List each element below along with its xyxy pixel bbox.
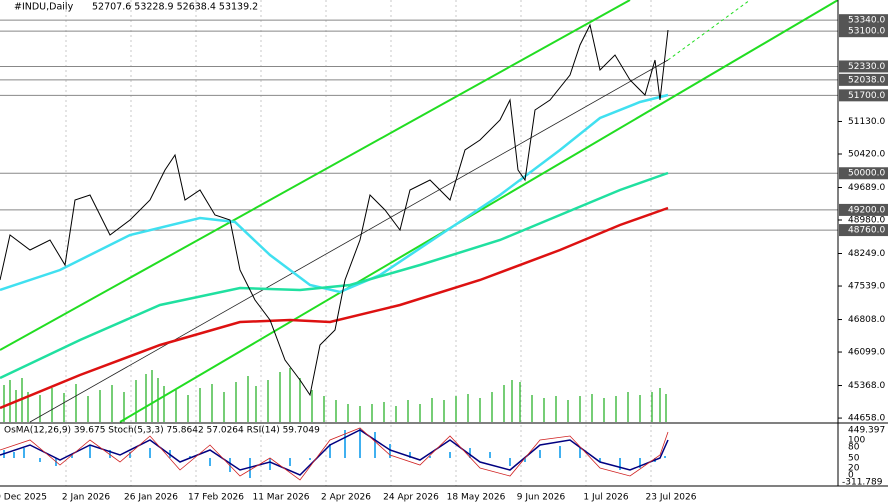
- price-label-box: [839, 25, 888, 38]
- date-label: 9 Dec 2025: [0, 493, 47, 503]
- volume: [3, 368, 667, 422]
- price-axis-label: 44658.0: [848, 414, 885, 424]
- price-label-box: [839, 167, 888, 180]
- price-axis-label: 48760.0: [848, 226, 885, 236]
- price-label-box: [839, 73, 888, 86]
- price-label-box: [839, 89, 888, 102]
- price: [0, 23, 669, 397]
- date-label: 11 Mar 2026: [252, 493, 309, 503]
- price-levels: [0, 19, 838, 231]
- osc-axis-label: 20: [848, 464, 860, 474]
- date-label: 9 Jun 2026: [517, 493, 566, 503]
- date-label: 24 Apr 2026: [383, 493, 439, 503]
- date-label: 23 Jul 2026: [646, 493, 697, 503]
- osc-axis-label: 449.397: [848, 426, 885, 436]
- osc-axis-label: 50: [848, 454, 860, 464]
- osc-axis-label: 80: [848, 443, 860, 453]
- date-label: 17 Feb 2026: [188, 493, 244, 503]
- regression-line: [29, 59, 669, 423]
- price-label-box: [839, 224, 888, 237]
- price-axis-label: 51130.0: [848, 117, 885, 127]
- osc-histogram: [3, 428, 666, 478]
- chart-header-ohlc: 52707.6 53228.9 52638.4 53139.2: [92, 2, 258, 13]
- price-axis-label: 49200.0: [848, 205, 885, 215]
- date-label: 1 Jul 2026: [583, 493, 628, 503]
- ma-fast: [0, 93, 669, 294]
- price-label-box: [839, 14, 888, 27]
- channel: [0, 0, 839, 423]
- price-axis-label: 53340.0: [848, 16, 885, 26]
- price-axis-label: 50420.0: [848, 150, 885, 160]
- date-label: 2 Apr 2026: [321, 493, 371, 503]
- price-axis-label: 46808.0: [848, 315, 885, 325]
- price-axis-label: 47539.0: [848, 282, 885, 292]
- price-axis-label: 53100.0: [848, 27, 885, 37]
- regression-extension: [667, 0, 751, 61]
- osc-axis-label: -311.789: [842, 478, 883, 488]
- price-axis-label: 52038.0: [848, 75, 885, 85]
- date-label: 26 Jan 2026: [124, 493, 178, 503]
- price-axis-label: 48980.0: [848, 215, 885, 225]
- price-axis-label: 46099.0: [848, 348, 885, 358]
- osc-stoch: [0, 429, 669, 476]
- date-label: 18 May 2026: [447, 493, 506, 503]
- osc-axis-label: 0: [848, 471, 854, 481]
- price-axis-label: 52330.0: [848, 62, 885, 72]
- osc-rsi: [0, 427, 669, 481]
- osc-axis-label: 100: [848, 436, 865, 446]
- ma-slow: [0, 206, 669, 410]
- price-axis-label: 48249.0: [848, 249, 885, 259]
- price-axis-label: 45368.0: [848, 381, 885, 391]
- price-axis-label: 50000.0: [848, 169, 885, 179]
- indicator-label: OsMA(12,26,9) 39.675 Stoch(5,3,3) 75.864…: [4, 426, 320, 436]
- price-axis-label: 51700.0: [848, 91, 885, 101]
- chart-header-symbol: #INDU,Daily: [14, 2, 74, 13]
- ma-mid: [0, 171, 669, 380]
- date-label: 2 Jan 2026: [62, 493, 110, 503]
- price-label-box: [839, 203, 888, 216]
- price-label-box: [839, 60, 888, 73]
- date-axis: 9 Dec 2025 2 Jan 2026 26 Jan 2026 17 Feb 20…: [0, 493, 697, 503]
- price-axis-label: 49689.0: [848, 183, 885, 193]
